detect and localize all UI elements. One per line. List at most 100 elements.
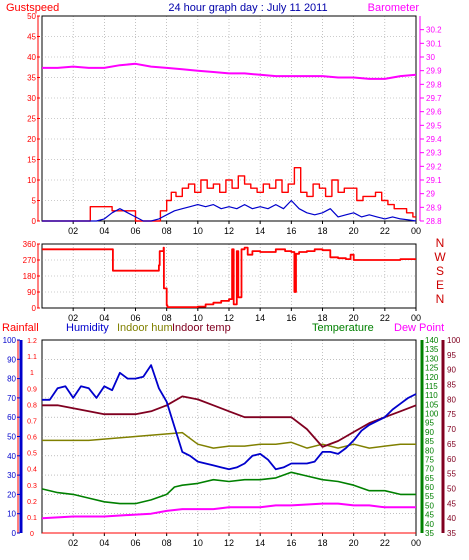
humidity-axis-tick-label: 80 [7, 375, 16, 384]
gust-axis-tick-label: 35 [27, 74, 36, 83]
temperature-axis-tick-label: 40 [425, 520, 434, 529]
barometer-axis-tick-label: 28.9 [426, 203, 442, 212]
humidity-axis-tick-label: 20 [7, 490, 16, 499]
barometer-axis-tick-label: 29.3 [426, 149, 442, 158]
gust-xtick-label: 18 [317, 226, 327, 236]
humidity-axis-tick-label: 0 [12, 529, 17, 538]
rainfall-axis-tick-label: 0.2 [27, 499, 37, 506]
humidity-axis-tick-label: 90 [7, 355, 16, 364]
direction-xtick-label: 22 [380, 313, 390, 323]
rainfall-axis-tick-label: 0.5 [27, 451, 37, 458]
temperature-axis-tick-label: 95 [425, 419, 434, 428]
barometer-axis-tick-label: 30.1 [426, 39, 442, 48]
temperature-axis-tick-label: 110 [425, 391, 438, 400]
humidity-axis-tick-label: 50 [7, 433, 16, 442]
climate-xtick-label: 02 [68, 538, 78, 548]
gust-axis-tick-label: 0 [32, 217, 37, 226]
barometer-axis-tick-label: 29.5 [426, 121, 442, 130]
gust-axis-tick-label: 30 [27, 94, 36, 103]
gust-xtick-label: 08 [162, 226, 172, 236]
temperature-axis-tick-label: 90 [425, 428, 434, 437]
climate-xtick-label: 16 [286, 538, 296, 548]
wind-series-line [42, 199, 417, 222]
barometer-axis-title: Barometer [368, 2, 420, 14]
indoor-temp-axis-tick-label: 80 [447, 395, 456, 404]
chart-title: 24 hour graph day : July 11 2011 [168, 2, 327, 14]
humidity-axis-tick-label: 70 [7, 394, 16, 403]
barometer-axis-tick-label: 29.8 [426, 80, 442, 89]
rainfall-axis-title: Rainfall [2, 322, 39, 334]
compass-label: W [434, 250, 446, 264]
temperature-axis-tick-label: 105 [425, 400, 439, 409]
gustspeed-series-line [42, 167, 416, 222]
indoor-hum-series-line [42, 431, 416, 449]
gust-axis-title: Gustspeed [6, 2, 59, 14]
gust-xtick-label: 22 [380, 226, 390, 236]
indoor-temp-axis-tick-label: 70 [447, 425, 456, 434]
direction-axis-tick-label: 360 [23, 240, 37, 249]
climate-xtick-label: 12 [224, 538, 234, 548]
climate-xtick-label: 08 [162, 538, 172, 548]
humidity-series-line [42, 364, 417, 471]
direction-axis-tick-label: 270 [23, 256, 37, 265]
temperature-axis-tick-label: 70 [425, 465, 434, 474]
indoor-temp-axis-tick-label: 40 [447, 514, 456, 523]
humidity-axis-tick-label: 40 [7, 452, 16, 461]
direction-xtick-label: 20 [349, 313, 359, 323]
direction-xtick-label: 10 [193, 313, 203, 323]
climate-xtick-label: 00 [411, 538, 421, 548]
indoor-hum-axis-title: Indoor hum [117, 322, 173, 334]
temperature-axis-tick-label: 135 [425, 345, 439, 354]
indoor-temp-axis-tick-label: 75 [447, 410, 456, 419]
climate-xtick-label: 18 [317, 538, 327, 548]
gust-barometer-panel: 0 5 10 15 20 25 30 35 40 45 50 28.8 28.9 29 29.1 29.2 29… [27, 12, 442, 236]
barometer-axis-tick-label: 28.8 [426, 217, 442, 226]
barometer-axis-tick-label: 29.2 [426, 162, 442, 171]
climate-xtick-label: 20 [349, 538, 359, 548]
rainfall-axis-tick-label: 0.9 [27, 386, 37, 393]
barometer-axis-tick-label: 29.7 [426, 94, 442, 103]
compass-label: N [436, 236, 445, 250]
gust-xtick-label: 02 [68, 226, 78, 236]
rainfall-axis-tick-label: 1.2 [27, 338, 37, 345]
climate-xtick-label: 04 [99, 538, 109, 548]
indoor-temp-series-line [42, 395, 417, 448]
gust-xtick-label: 12 [224, 226, 234, 236]
temperature-axis-tick-label: 125 [425, 364, 439, 373]
gust-axis-tick-label: 5 [32, 197, 37, 206]
direction-axis-tick-label: 90 [27, 288, 36, 297]
gust-xtick-label: 16 [286, 226, 296, 236]
indoor-temp-axis-tick-label: 35 [447, 529, 456, 538]
humidity-axis-title: Humidity [66, 322, 109, 334]
rainfall-axis-tick-label: 1 [30, 370, 34, 377]
climate-xtick-label: 06 [130, 538, 140, 548]
temperature-axis-tick-label: 75 [425, 455, 434, 464]
temperature-axis-tick-label: 45 [425, 511, 434, 520]
climate-xtick-label: 10 [193, 538, 203, 548]
rainfall-axis-tick-label: 1.1 [27, 354, 37, 361]
direction-axis-tick-label: 0 [32, 304, 37, 313]
indoor-temp-axis-title: Indoor temp [172, 322, 231, 334]
indoor-temp-axis-tick-label: 60 [447, 455, 456, 464]
indoor-temp-axis-tick-label: 85 [447, 381, 456, 390]
gust-xtick-label: 10 [193, 226, 203, 236]
wind-direction-series-line [42, 246, 416, 308]
barometer-axis-tick-label: 29.4 [426, 135, 442, 144]
indoor-temp-axis-tick-label: 55 [447, 470, 456, 479]
temperature-axis-tick-label: 35 [425, 529, 434, 538]
rainfall-axis-tick-label: 0.8 [27, 402, 37, 409]
temperature-axis-tick-label: 60 [425, 483, 434, 492]
gust-axis-tick-label: 25 [27, 115, 36, 124]
temperature-axis-tick-label: 80 [425, 446, 434, 455]
barometer-axis-tick-label: 29.9 [426, 67, 442, 76]
gust-xtick-label: 06 [130, 226, 140, 236]
gust-axis-tick-label: 15 [27, 156, 36, 165]
gust-xtick-label: 14 [255, 226, 265, 236]
humidity-temperature-panel: 0 0.1 0.2 0.3 0.4 0.5 0.6 0.7 0.8 0.9 1 1.1 1.2 0 10 20… [3, 336, 461, 548]
barometer-axis-tick-label: 29 [426, 190, 435, 199]
temperature-axis-tick-label: 100 [425, 410, 439, 419]
barometer-axis-tick-label: 29.6 [426, 108, 442, 117]
